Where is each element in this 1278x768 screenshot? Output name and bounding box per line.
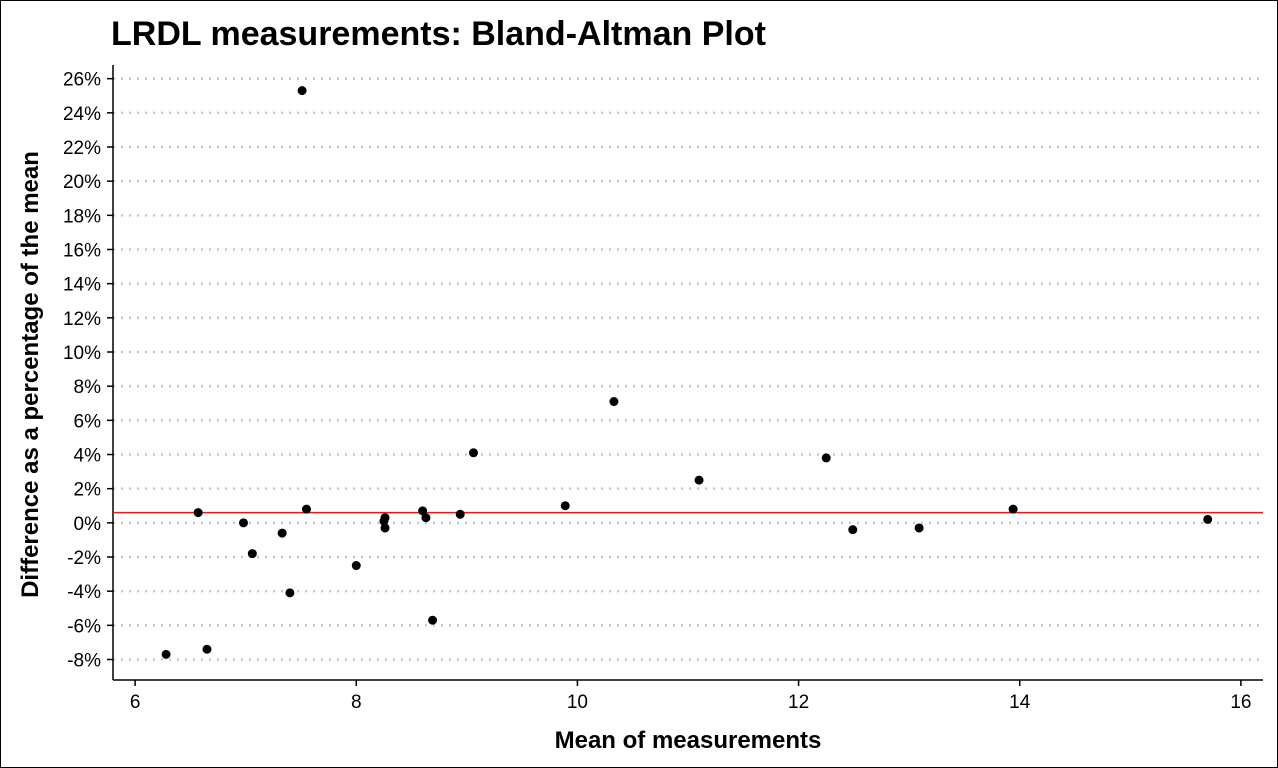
data-point (560, 501, 570, 511)
y-axis-ticks: -8% -6% -4% -2% 0% 2% 4% 6% 8% 10% 12% 14% 16% 18% 20%… (63, 70, 113, 672)
data-point (285, 588, 295, 598)
y-tick-label: 12% (63, 309, 101, 330)
x-tick-label: 16 (1230, 692, 1251, 713)
y-tick-label: 20% (63, 172, 101, 193)
data-point (238, 518, 248, 528)
x-axis-ticks: 6 8 10 12 14 16 (130, 680, 1251, 713)
x-tick-label: 10 (567, 692, 588, 713)
y-tick-label: 16% (63, 241, 101, 262)
y-tick-label: -2% (67, 548, 101, 569)
data-point (202, 644, 212, 654)
data-point (418, 506, 428, 516)
y-tick-label: 26% (63, 70, 101, 91)
data-point (380, 523, 390, 533)
y-tick-label: 0% (74, 514, 102, 535)
chart-title: LRDL measurements: Bland-Altman Plot (111, 15, 766, 53)
data-point (609, 397, 619, 407)
y-tick-label: 22% (63, 138, 101, 159)
data-point (421, 513, 431, 523)
x-tick-label: 12 (788, 692, 809, 713)
data-points (161, 86, 1213, 659)
y-tick-label: -6% (67, 616, 101, 637)
data-point (468, 448, 478, 458)
y-tick-label: 2% (74, 480, 102, 501)
data-point (455, 509, 465, 519)
data-point (1203, 514, 1213, 524)
x-axis-title: Mean of measurements (555, 727, 822, 754)
x-tick-label: 14 (1009, 692, 1031, 713)
y-tick-label: -8% (67, 651, 101, 672)
data-point (161, 649, 171, 659)
y-axis-title: Difference as a percentage of the mean (17, 151, 44, 598)
y-tick-label: 6% (74, 411, 102, 432)
data-point (193, 508, 203, 518)
data-point (277, 528, 287, 538)
x-tick-label: 8 (351, 692, 362, 713)
data-point (694, 475, 704, 485)
grid-lines (113, 77, 1263, 661)
y-tick-label: 24% (63, 104, 101, 125)
x-tick-label: 6 (130, 692, 141, 713)
y-tick-label: 18% (63, 206, 101, 227)
data-point (914, 523, 924, 533)
data-point (380, 513, 390, 523)
data-point (1008, 504, 1018, 514)
y-tick-label: -4% (67, 582, 101, 603)
data-point (821, 453, 831, 463)
y-tick-label: 8% (74, 377, 102, 398)
y-tick-label: 10% (63, 343, 101, 364)
data-point (247, 549, 257, 559)
y-tick-label: 4% (74, 446, 102, 467)
data-point (302, 504, 312, 514)
y-tick-label: 14% (63, 275, 101, 296)
data-point (848, 525, 858, 535)
data-point (428, 615, 438, 625)
data-point (297, 86, 307, 96)
data-point (351, 561, 361, 571)
